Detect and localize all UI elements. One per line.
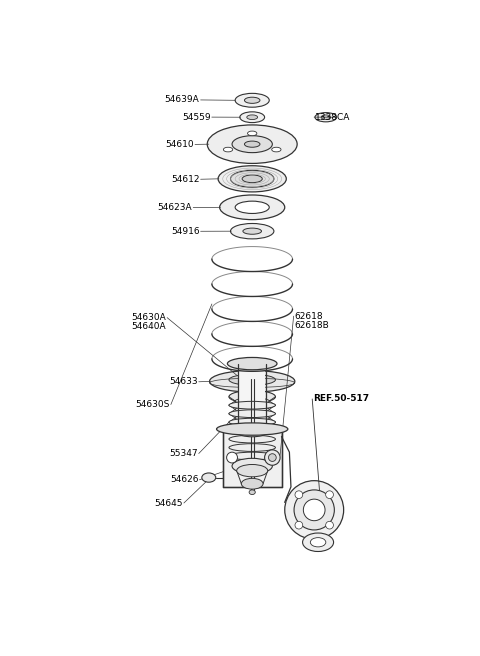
Ellipse shape (302, 533, 334, 552)
Ellipse shape (247, 115, 258, 119)
Ellipse shape (267, 452, 278, 463)
Ellipse shape (315, 113, 336, 122)
Ellipse shape (242, 175, 262, 182)
Ellipse shape (207, 125, 297, 163)
Ellipse shape (229, 452, 276, 460)
Ellipse shape (325, 491, 334, 499)
Text: REF.50-517: REF.50-517 (313, 394, 369, 403)
Ellipse shape (235, 449, 269, 455)
Ellipse shape (248, 131, 257, 136)
Ellipse shape (235, 432, 269, 438)
Ellipse shape (295, 491, 303, 499)
Ellipse shape (235, 440, 269, 446)
Ellipse shape (220, 195, 285, 220)
Bar (239, 363, 265, 433)
Ellipse shape (229, 410, 276, 417)
Ellipse shape (294, 490, 335, 530)
Text: 54916: 54916 (171, 227, 200, 236)
Ellipse shape (235, 406, 269, 413)
Text: 54610: 54610 (165, 140, 194, 149)
Ellipse shape (235, 451, 269, 461)
Text: 54639A: 54639A (165, 95, 200, 104)
Ellipse shape (249, 490, 255, 495)
Ellipse shape (235, 398, 269, 404)
Ellipse shape (295, 522, 303, 529)
Ellipse shape (235, 93, 269, 107)
Ellipse shape (232, 136, 272, 153)
Ellipse shape (228, 358, 277, 370)
Text: 55347: 55347 (169, 449, 198, 458)
Text: 54612: 54612 (171, 174, 200, 184)
Ellipse shape (229, 427, 276, 434)
Ellipse shape (244, 97, 260, 104)
Ellipse shape (216, 423, 288, 435)
Ellipse shape (229, 443, 276, 451)
Ellipse shape (311, 538, 326, 547)
Ellipse shape (230, 171, 274, 188)
Ellipse shape (325, 522, 334, 529)
Ellipse shape (218, 166, 286, 192)
Ellipse shape (227, 452, 238, 463)
Text: 54559: 54559 (182, 113, 211, 121)
Ellipse shape (229, 375, 276, 385)
Ellipse shape (229, 401, 276, 409)
Text: 62618B: 62618B (294, 321, 329, 330)
Ellipse shape (241, 478, 263, 489)
Ellipse shape (229, 435, 276, 443)
Text: 54633: 54633 (169, 377, 198, 386)
Ellipse shape (321, 115, 330, 119)
Bar (223, 429, 282, 487)
Ellipse shape (243, 228, 262, 234)
Ellipse shape (202, 473, 216, 482)
Text: 62618: 62618 (294, 312, 323, 321)
Text: 1338CA: 1338CA (315, 113, 350, 121)
Ellipse shape (238, 429, 266, 437)
Text: 54623A: 54623A (157, 203, 192, 212)
Ellipse shape (235, 415, 269, 421)
Ellipse shape (264, 450, 280, 465)
Ellipse shape (272, 147, 281, 152)
Ellipse shape (244, 141, 260, 147)
Ellipse shape (235, 423, 269, 430)
Ellipse shape (210, 371, 295, 392)
Ellipse shape (223, 147, 233, 152)
Ellipse shape (240, 112, 264, 123)
Ellipse shape (229, 419, 276, 426)
Ellipse shape (303, 499, 325, 521)
Ellipse shape (232, 459, 272, 474)
Ellipse shape (230, 224, 274, 239)
Ellipse shape (235, 201, 269, 213)
Ellipse shape (285, 481, 344, 539)
Text: 54640A: 54640A (132, 322, 166, 331)
Text: 54645: 54645 (154, 499, 183, 508)
Text: 54630S: 54630S (135, 400, 170, 409)
Ellipse shape (237, 464, 268, 477)
Ellipse shape (229, 390, 276, 403)
Ellipse shape (268, 454, 276, 461)
Text: 54630A: 54630A (131, 313, 166, 322)
Text: 54626: 54626 (170, 476, 198, 484)
